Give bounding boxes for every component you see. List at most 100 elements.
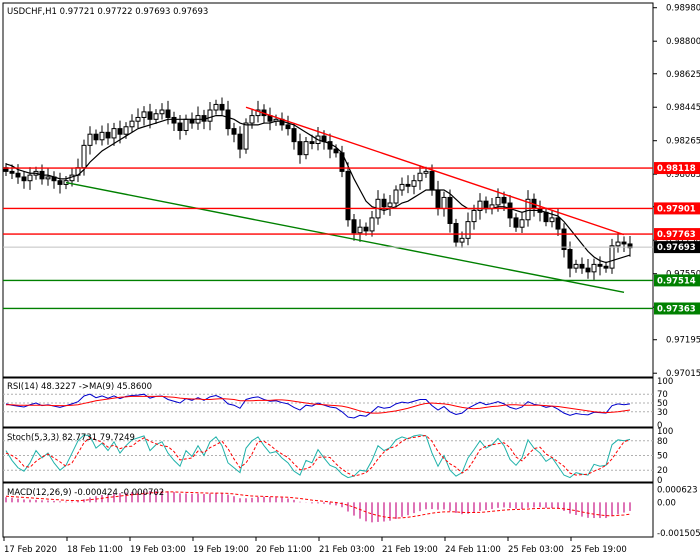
- candle-bearish: [21, 176, 27, 182]
- rsi-series-line: [5, 393, 631, 419]
- price-y-tick-label: 0.98085: [666, 170, 700, 180]
- candle-bearish: [177, 122, 183, 131]
- candle-bearish: [435, 189, 441, 210]
- candle-bearish: [453, 222, 459, 243]
- rsi-y-tick-label: 70: [657, 390, 668, 400]
- candle-bullish: [399, 183, 405, 191]
- candle-bullish: [87, 133, 93, 146]
- stoch-y-tick-label: 50: [657, 452, 668, 462]
- candle-bullish: [159, 109, 165, 115]
- macd-panel: 0.000623 0.00 -0.001505: [5, 486, 700, 539]
- candle-bearish: [363, 226, 369, 232]
- macd-title: MACD(12,26,9) -0.000424 -0.000702: [7, 488, 164, 498]
- candle-bearish: [219, 103, 225, 111]
- macd-panel-frame: [2, 482, 654, 538]
- candle-bullish: [609, 245, 615, 269]
- rsi-y-tick-label: 30: [657, 408, 668, 418]
- candle-bearish: [297, 141, 303, 156]
- candle-bearish: [291, 128, 297, 143]
- current-price-tag: [654, 241, 700, 254]
- rsi-title: RSI(14) 48.3227 ->MA(9) 45.8600: [7, 382, 152, 392]
- current-price-tag-label: 0.97693: [657, 243, 696, 253]
- candle-bearish: [381, 198, 387, 208]
- candle-bearish: [561, 228, 567, 251]
- candle-bearish: [483, 200, 489, 210]
- moving-average-line: [5, 114, 631, 264]
- candle-bearish: [579, 263, 585, 269]
- candle-bullish: [495, 196, 501, 206]
- candle-bullish: [465, 221, 471, 239]
- candle-bearish: [309, 141, 315, 144]
- candle-bearish: [57, 180, 63, 185]
- time-tick-label: 25 Feb 03:00: [508, 545, 564, 555]
- rsi-y-tick-label: 100: [657, 377, 673, 387]
- candle-bearish: [165, 109, 171, 118]
- candle-bearish: [501, 196, 507, 204]
- level-tag: [654, 302, 700, 315]
- stoch-y-tick-label: 80: [657, 437, 668, 447]
- time-tick-label: 18 Feb 11:00: [67, 545, 123, 555]
- candle-bearish: [147, 111, 153, 120]
- candle-bearish: [429, 170, 435, 191]
- price-title: USDCHF,H1 0.97721 0.97722 0.97693 0.9769…: [7, 7, 208, 17]
- price-y-tick-label: 0.97195: [666, 336, 700, 346]
- price-y-tick-label: 0.98800: [666, 37, 700, 47]
- candle-bearish: [333, 148, 339, 154]
- support-trendline: [65, 181, 625, 293]
- candle-bullish: [393, 189, 399, 204]
- candle-bullish: [45, 176, 51, 180]
- level-tag-label: 0.97363: [657, 304, 696, 314]
- level-tag: [654, 274, 700, 287]
- time-tick-label: 25 Feb 19:00: [571, 545, 627, 555]
- level-tag: [654, 162, 700, 175]
- time-tick-label: 21 Feb 19:00: [382, 545, 438, 555]
- candle-bullish: [111, 128, 117, 139]
- candle-bullish: [123, 126, 129, 135]
- candle-bearish: [567, 249, 573, 269]
- macd-y-tick-label: 0.00: [657, 498, 676, 508]
- stoch-y-tick-label: 20: [657, 466, 668, 476]
- price-y-tick-label: 0.98445: [666, 103, 700, 113]
- candle-bullish: [471, 209, 477, 223]
- candle-bullish: [99, 131, 105, 141]
- candle-bearish: [15, 172, 21, 178]
- rsi-series-line: [6, 395, 631, 414]
- stoch-title: Stoch(5,3,3) 82.7731 79.7249: [7, 433, 135, 443]
- level-tag-label: 0.98118: [657, 164, 696, 174]
- rsi-y-tick-label: 0: [657, 421, 662, 431]
- candle-bearish: [285, 124, 291, 130]
- candle-bullish: [519, 219, 525, 228]
- time-tick-label: 21 Feb 03:00: [319, 545, 375, 555]
- candle-bullish: [525, 198, 531, 221]
- candle-bearish: [105, 131, 111, 139]
- candle-bullish: [27, 174, 33, 182]
- candle-bearish: [627, 243, 633, 249]
- candle-bullish: [243, 122, 249, 150]
- candle-bullish: [81, 144, 87, 169]
- candle-bearish: [543, 211, 549, 223]
- candle-bearish: [231, 128, 237, 135]
- candle-bearish: [117, 128, 123, 135]
- time-tick-label: 19 Feb 19:00: [193, 545, 249, 555]
- candle-bearish: [447, 196, 453, 224]
- price-panel: 0.98980 0.98800 0.98625 0.98445 0.98265 0.980…: [3, 4, 700, 379]
- level-tag: [654, 228, 700, 241]
- level-tag: [654, 202, 700, 215]
- candle-bullish: [477, 200, 483, 211]
- candle-bearish: [555, 217, 561, 230]
- time-tick-label: 17 Feb 2020: [4, 545, 57, 555]
- candle-bullish: [207, 109, 213, 122]
- candle-bearish: [9, 170, 15, 174]
- candle-bearish: [351, 219, 357, 234]
- level-tag-label: 0.97901: [657, 204, 696, 214]
- candle-bearish: [585, 267, 591, 273]
- candle-bullish: [417, 172, 423, 182]
- stoch-y-tick-label: 0: [657, 476, 662, 486]
- candle-bearish: [345, 170, 351, 221]
- candle-bullish: [615, 241, 621, 247]
- candle-bullish: [591, 263, 597, 273]
- candle-bullish: [153, 113, 159, 120]
